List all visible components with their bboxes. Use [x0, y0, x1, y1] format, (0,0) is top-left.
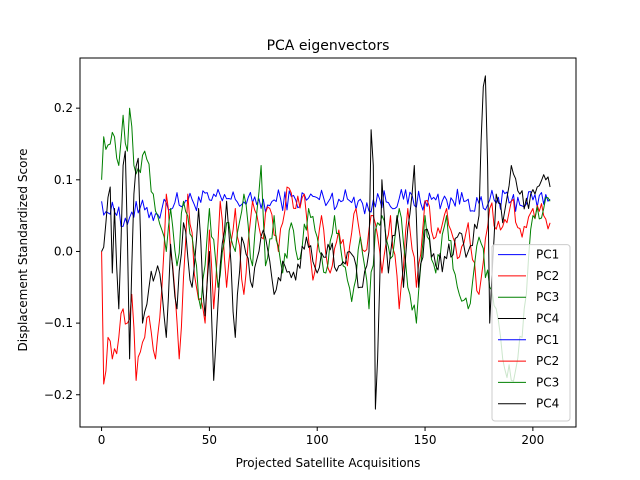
- legend-entry-label: PC3: [536, 375, 559, 389]
- series-line-pc4: [101, 75, 551, 410]
- series-lines: [101, 75, 551, 410]
- series-line-pc3: [101, 107, 551, 382]
- y-tick-label: 0.1: [54, 173, 73, 187]
- series-line-pc1: [101, 188, 551, 227]
- x-tick-label: 100: [306, 433, 329, 447]
- legend-entry-label: PC2: [536, 354, 559, 368]
- legend-box: [491, 244, 571, 422]
- y-axis-label: Displacement Standardized Score: [16, 149, 30, 352]
- series-line-pc2: [101, 186, 551, 385]
- legend-entry-label: PC1: [536, 333, 559, 347]
- plot-frame: [79, 57, 577, 428]
- x-tick-label: 150: [414, 433, 437, 447]
- y-tick-label: 0.2: [54, 101, 73, 115]
- legend: PC1 PC2 PC3 PC4 PC1 PC2 PC3 PC4: [491, 244, 571, 422]
- x-axis-label: Projected Satellite Acquisitions: [236, 456, 421, 470]
- y-tick-label: 0.0: [54, 244, 73, 258]
- legend-entry-label: PC2: [536, 269, 559, 283]
- x-tick-label: 0: [98, 433, 106, 447]
- legend-entry-label: PC4: [536, 312, 559, 326]
- y-tick-label: −0.1: [44, 316, 73, 330]
- axis-ticks: 0 50 100 150 200 −0.2 −0.1 0.0 0.1 0.2: [44, 101, 544, 447]
- x-tick-label: 200: [521, 433, 544, 447]
- legend-entry-label: PC3: [536, 290, 559, 304]
- legend-entry-label: PC1: [536, 248, 559, 262]
- y-tick-label: −0.2: [44, 388, 73, 402]
- chart-title: PCA eigenvectors: [267, 38, 390, 54]
- legend-entry-label: PC4: [536, 397, 559, 411]
- x-tick-label: 50: [202, 433, 217, 447]
